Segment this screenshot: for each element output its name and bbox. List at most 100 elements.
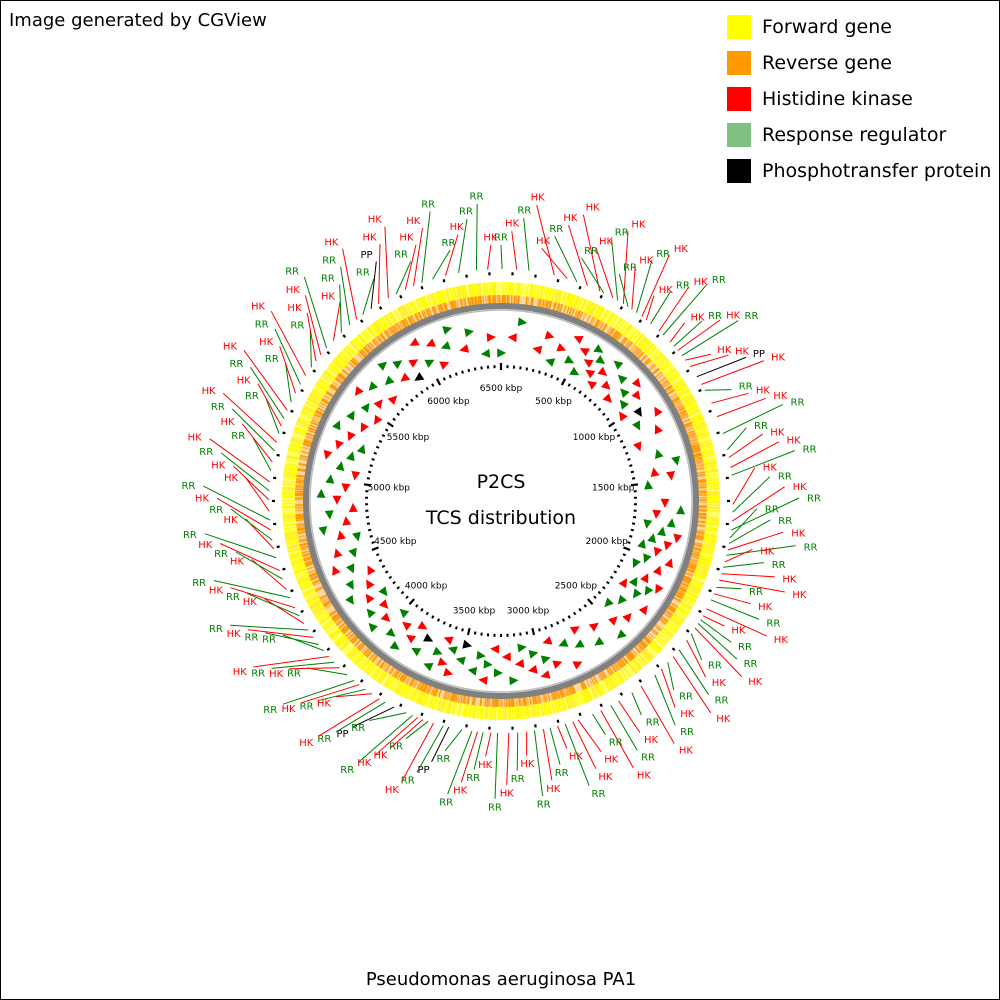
forward-gene-mark bbox=[702, 535, 717, 540]
feature-leader-line bbox=[660, 668, 676, 708]
reverse-gene-mark bbox=[625, 652, 633, 661]
ruler-minor-tick bbox=[454, 372, 458, 376]
tcs-feature-rr bbox=[432, 646, 443, 655]
feature-label-hk: HK bbox=[453, 786, 468, 797]
reverse-gene-mark bbox=[666, 607, 675, 614]
forward-gene-mark bbox=[287, 545, 302, 550]
forward-gene-mark bbox=[285, 458, 300, 463]
ruler-minor-tick bbox=[616, 434, 621, 438]
forward-gene-mark bbox=[704, 478, 719, 482]
reverse-gene-mark bbox=[389, 326, 396, 336]
feature-leader-line bbox=[669, 322, 686, 343]
outer-tick bbox=[359, 319, 364, 323]
feature-label-rr: RR bbox=[211, 402, 225, 413]
forward-gene-mark bbox=[372, 322, 382, 335]
tcs-feature-hk bbox=[631, 390, 641, 401]
feature-leader-line bbox=[458, 218, 468, 273]
forward-gene-mark bbox=[705, 487, 720, 490]
forward-gene-mark bbox=[704, 526, 719, 530]
reverse-gene-mark bbox=[565, 686, 570, 696]
reverse-gene-mark bbox=[526, 296, 530, 306]
reverse-gene-mark bbox=[649, 629, 658, 637]
forward-gene-mark bbox=[451, 700, 456, 715]
tcs-feature-hk bbox=[443, 636, 454, 645]
feature-leader-line bbox=[374, 717, 419, 756]
forward-gene-mark bbox=[340, 640, 352, 651]
feature-label-rr: RR bbox=[287, 669, 301, 680]
forward-gene-mark bbox=[613, 671, 623, 685]
feature-leader-line bbox=[352, 706, 395, 728]
forward-gene-mark bbox=[626, 662, 637, 674]
forward-gene-mark bbox=[664, 368, 677, 379]
feature-label-rr: RR bbox=[192, 578, 206, 589]
forward-gene-mark bbox=[406, 685, 414, 700]
reverse-gene-mark bbox=[307, 569, 317, 574]
tcs-feature-hk bbox=[633, 441, 642, 452]
tcs-feature-hk bbox=[583, 359, 594, 368]
feature-label-rr: RR bbox=[739, 382, 753, 393]
forward-gene-mark bbox=[431, 695, 437, 709]
reverse-gene-mark bbox=[484, 295, 487, 305]
reverse-gene-mark bbox=[513, 295, 516, 305]
ruler-minor-tick bbox=[625, 451, 629, 455]
forward-gene-mark bbox=[456, 286, 462, 301]
forward-gene-mark bbox=[317, 380, 330, 390]
ruler-minor-tick bbox=[392, 580, 396, 585]
reverse-gene-mark bbox=[331, 612, 340, 620]
feature-leader-line bbox=[611, 239, 619, 301]
feature-label-rr: RR bbox=[592, 789, 606, 800]
ruler-minor-tick bbox=[381, 434, 386, 438]
reverse-gene-mark bbox=[331, 612, 340, 619]
forward-gene-mark bbox=[420, 296, 427, 311]
reverse-gene-mark bbox=[664, 385, 673, 392]
feature-label-rr: RR bbox=[317, 734, 331, 745]
reverse-gene-mark bbox=[392, 325, 399, 334]
reverse-gene-mark bbox=[633, 348, 641, 357]
tcs-feature-pp bbox=[633, 406, 642, 417]
feature-leader-line bbox=[542, 729, 553, 781]
feature-leader-line bbox=[723, 562, 764, 568]
tcs-feature-hk bbox=[602, 393, 612, 403]
tcs-feature-hk bbox=[486, 333, 496, 342]
reverse-gene-mark bbox=[639, 354, 648, 363]
reverse-gene-mark bbox=[329, 610, 338, 617]
feature-leader-line bbox=[232, 465, 270, 501]
forward-gene-mark bbox=[329, 364, 342, 374]
reverse-gene-mark bbox=[606, 666, 612, 676]
legend-swatch bbox=[727, 123, 751, 147]
feature-label-hk: HK bbox=[598, 772, 613, 783]
ruler-major-tick bbox=[466, 627, 471, 636]
feature-label-hk: HK bbox=[644, 735, 659, 746]
reverse-gene-mark bbox=[523, 696, 527, 706]
forward-gene-mark bbox=[306, 398, 320, 407]
forward-gene-mark bbox=[690, 577, 705, 585]
forward-gene-mark bbox=[692, 423, 707, 430]
ruler-minor-tick bbox=[384, 428, 389, 432]
reverse-gene-mark bbox=[639, 640, 647, 648]
forward-gene-mark bbox=[679, 600, 693, 609]
forward-gene-mark bbox=[372, 667, 382, 680]
forward-gene-mark bbox=[660, 362, 672, 373]
forward-gene-mark bbox=[283, 526, 298, 530]
forward-gene-mark bbox=[406, 302, 414, 317]
reverse-gene-mark bbox=[609, 329, 616, 338]
reverse-gene-mark bbox=[696, 479, 706, 482]
forward-gene-mark bbox=[282, 491, 297, 494]
forward-gene-mark bbox=[446, 288, 452, 303]
reverse-gene-mark bbox=[473, 296, 476, 306]
tcs-feature-rr bbox=[647, 533, 656, 543]
reverse-gene-mark bbox=[345, 630, 354, 638]
feature-leader-line bbox=[511, 231, 518, 270]
reverse-gene-mark bbox=[295, 514, 305, 517]
forward-gene-mark bbox=[676, 605, 690, 614]
feature-leader-line bbox=[610, 705, 638, 751]
forward-gene-mark bbox=[293, 430, 307, 437]
reverse-gene-mark bbox=[664, 610, 673, 617]
reverse-gene-mark bbox=[681, 578, 691, 583]
ruler-minor-tick bbox=[629, 534, 633, 538]
reverse-gene-mark bbox=[676, 589, 686, 595]
feature-leader-line bbox=[506, 732, 510, 785]
tcs-feature-rr bbox=[617, 594, 628, 605]
reverse-gene-mark bbox=[305, 562, 315, 567]
feature-leader-line bbox=[219, 543, 280, 572]
